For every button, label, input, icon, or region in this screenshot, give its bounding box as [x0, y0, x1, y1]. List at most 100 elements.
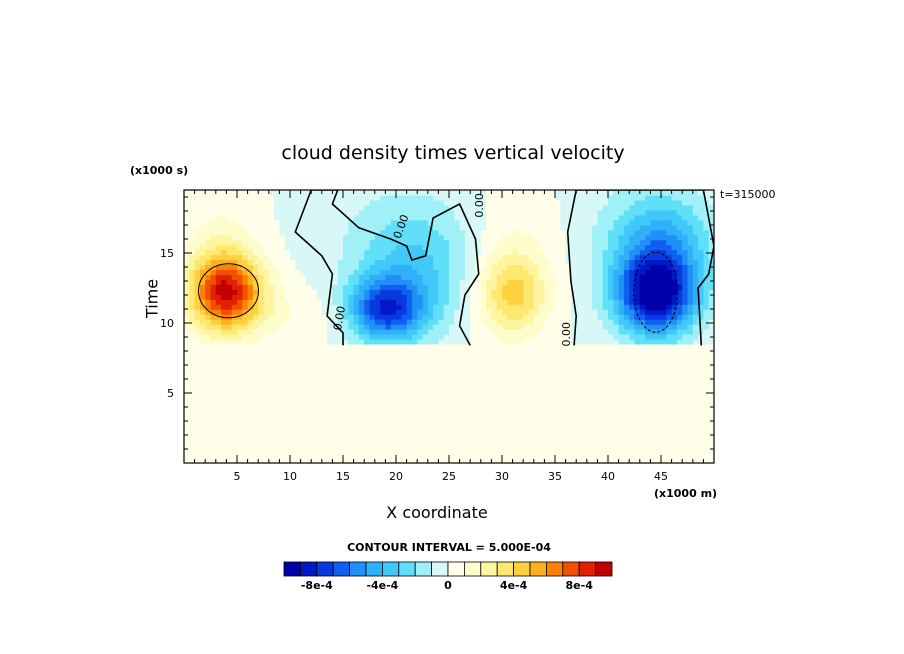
field-cell — [358, 398, 365, 405]
field-cell — [295, 259, 302, 266]
field-cell — [708, 353, 714, 360]
field-cell — [353, 259, 360, 266]
field-cell — [401, 393, 408, 400]
field-cell — [464, 324, 471, 330]
field-cell — [634, 314, 641, 320]
field-cell — [470, 418, 477, 424]
field-cell — [184, 234, 190, 241]
field-cell — [486, 219, 492, 226]
field-cell — [358, 279, 365, 285]
field-cell — [358, 343, 365, 350]
field-cell — [687, 448, 694, 454]
field-cell — [242, 229, 249, 236]
field-cell — [401, 309, 408, 315]
field-cell — [703, 219, 710, 226]
field-cell — [629, 458, 636, 463]
field-cell — [337, 388, 344, 395]
field-cell — [210, 383, 217, 390]
field-cell — [602, 448, 609, 454]
field-cell — [321, 378, 328, 385]
field-cell — [618, 393, 625, 400]
field-cell — [687, 443, 694, 449]
field-cell — [401, 304, 408, 310]
field-cell — [380, 428, 386, 434]
field-cell — [639, 343, 646, 350]
field-cell — [353, 249, 360, 256]
field-cell — [380, 254, 386, 261]
field-cell — [327, 264, 333, 271]
field-cell — [311, 244, 318, 251]
field-cell — [433, 284, 439, 290]
field-cell — [655, 343, 662, 350]
field-cell — [491, 219, 498, 226]
field-cell — [205, 309, 212, 315]
field-cell — [560, 358, 567, 365]
field-cell — [252, 249, 259, 256]
field-cell — [671, 363, 678, 370]
field-cell — [491, 408, 498, 414]
field-cell — [422, 319, 429, 325]
field-cell — [263, 438, 270, 444]
field-cell — [639, 383, 646, 390]
field-cell — [332, 259, 339, 266]
field-cell — [549, 338, 556, 345]
field-cell — [671, 413, 678, 419]
field-cell — [512, 418, 519, 424]
field-cell — [475, 453, 482, 459]
field-cell — [321, 234, 328, 241]
field-cell — [576, 428, 583, 434]
field-cell — [300, 353, 307, 360]
field-cell — [698, 368, 704, 375]
field-cell — [480, 433, 487, 439]
field-cell — [549, 249, 556, 256]
field-cell — [433, 368, 439, 375]
field-cell — [348, 294, 355, 300]
field-cell — [274, 388, 280, 395]
field-cell — [406, 438, 413, 444]
field-cell — [517, 428, 524, 434]
field-cell — [682, 319, 689, 325]
field-cell — [247, 373, 254, 380]
field-cell — [237, 383, 243, 390]
field-cell — [247, 333, 254, 340]
field-cell — [396, 299, 402, 305]
field-cell — [555, 408, 561, 414]
field-cell — [300, 224, 307, 231]
field-cell — [512, 348, 519, 355]
field-cell — [417, 403, 424, 409]
field-cell — [427, 274, 434, 280]
field-cell — [486, 448, 492, 454]
field-cell — [401, 358, 408, 365]
field-cell — [189, 328, 196, 335]
field-cell — [682, 249, 689, 256]
field-cell — [517, 289, 524, 295]
field-cell — [343, 448, 349, 454]
field-cell — [247, 343, 254, 350]
field-cell — [555, 264, 561, 271]
field-cell — [210, 234, 217, 241]
field-cell — [305, 388, 312, 395]
field-cell — [618, 458, 625, 463]
field-cell — [507, 259, 514, 266]
field-cell — [661, 254, 667, 261]
field-cell — [295, 443, 302, 449]
field-cell — [263, 448, 270, 454]
field-cell — [655, 259, 662, 266]
field-cell — [237, 378, 243, 385]
field-cell — [374, 458, 381, 463]
field-cell — [231, 289, 238, 295]
field-cell — [692, 343, 699, 350]
field-cell — [602, 299, 609, 305]
field-cell — [687, 328, 694, 335]
field-cell — [406, 448, 413, 454]
field-cell — [703, 249, 710, 256]
field-cell — [205, 314, 212, 320]
field-cell — [396, 403, 402, 409]
field-cell — [586, 234, 593, 241]
field-cell — [305, 348, 312, 355]
field-cell — [576, 438, 583, 444]
field-cell — [645, 373, 651, 380]
field-cell — [517, 343, 524, 350]
field-cell — [337, 219, 344, 226]
field-cell — [438, 423, 445, 429]
